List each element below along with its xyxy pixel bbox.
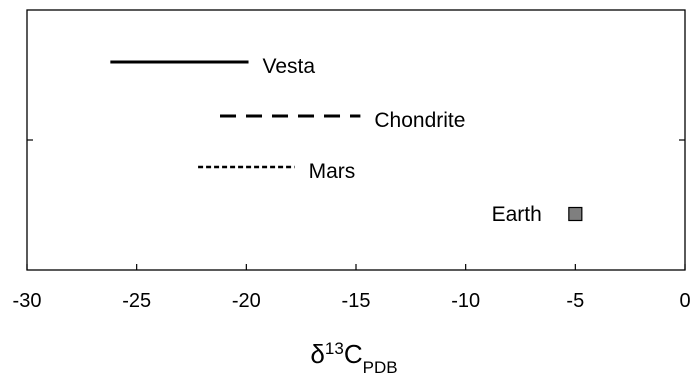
plot-frame xyxy=(26,9,686,271)
x-tick-label: -15 xyxy=(342,290,371,312)
x-tick-label: -30 xyxy=(13,290,42,312)
x-axis-title-subscript: PDB xyxy=(363,358,398,374)
x-axis-title: δ13CPDB xyxy=(310,339,397,374)
x-tick-label: -5 xyxy=(566,290,584,312)
x-axis-title-base: C xyxy=(344,339,363,369)
x-tick-label: -25 xyxy=(122,290,151,312)
earth-label: Earth xyxy=(492,203,542,226)
data-marks: Vesta Chondrite Mars Earth xyxy=(110,55,583,226)
x-axis-ticks: -30 -25 -20 -15 -10 -5 0 xyxy=(13,139,691,312)
x-axis-title-delta: δ xyxy=(310,339,324,369)
earth-point-marker xyxy=(568,206,583,222)
x-axis-title-superscript: 13 xyxy=(325,339,344,358)
x-tick-label: -10 xyxy=(451,290,480,312)
mars-label: Mars xyxy=(309,160,356,183)
x-tick-label: -20 xyxy=(232,290,261,312)
vesta-label: Vesta xyxy=(263,55,316,78)
x-tick-label: 0 xyxy=(679,290,690,312)
chondrite-label: Chondrite xyxy=(374,109,465,132)
